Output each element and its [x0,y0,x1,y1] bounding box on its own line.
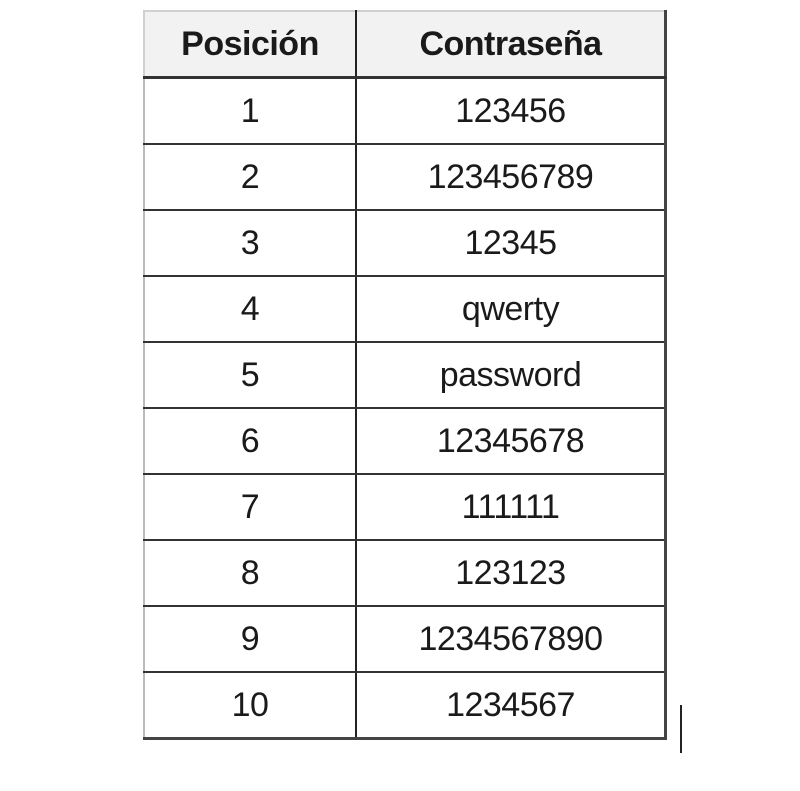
position-cell[interactable]: 10 [143,672,357,740]
password-cell[interactable]: password [356,342,667,409]
table-row: 7 111111 [143,474,667,541]
table-row: 2 123456789 [143,144,667,211]
table-row: 9 1234567890 [143,606,667,673]
table-row: 6 12345678 [143,408,667,475]
passwords-table: Posición Contraseña 1 123456 2 123456789 3 12… [143,10,667,740]
header-position: Posición [143,10,357,79]
password-cell[interactable]: 1234567890 [356,606,667,673]
position-cell[interactable]: 5 [143,342,357,409]
password-cell[interactable]: qwerty [356,276,667,343]
position-cell[interactable]: 9 [143,606,357,673]
header-row: Posición Contraseña [143,10,667,79]
password-cell[interactable]: 123456 [356,77,667,145]
position-cell[interactable]: 8 [143,540,357,607]
password-cell[interactable]: 123123 [356,540,667,607]
position-cell[interactable]: 6 [143,408,357,475]
position-cell[interactable]: 1 [143,77,357,145]
text-cursor [680,705,682,753]
table-row: 8 123123 [143,540,667,607]
password-cell[interactable]: 12345678 [356,408,667,475]
position-cell[interactable]: 2 [143,144,357,211]
table-row: 10 1234567 [143,672,667,740]
password-cell[interactable]: 123456789 [356,144,667,211]
password-cell[interactable]: 111111 [356,474,667,541]
position-cell[interactable]: 3 [143,210,357,277]
position-cell[interactable]: 7 [143,474,357,541]
position-cell[interactable]: 4 [143,276,357,343]
table-row: 1 123456 [143,77,667,145]
password-cell[interactable]: 1234567 [356,672,667,740]
password-cell[interactable]: 12345 [356,210,667,277]
table-row: 4 qwerty [143,276,667,343]
table-row: 3 12345 [143,210,667,277]
table-row: 5 password [143,342,667,409]
header-password: Contraseña [356,10,667,79]
